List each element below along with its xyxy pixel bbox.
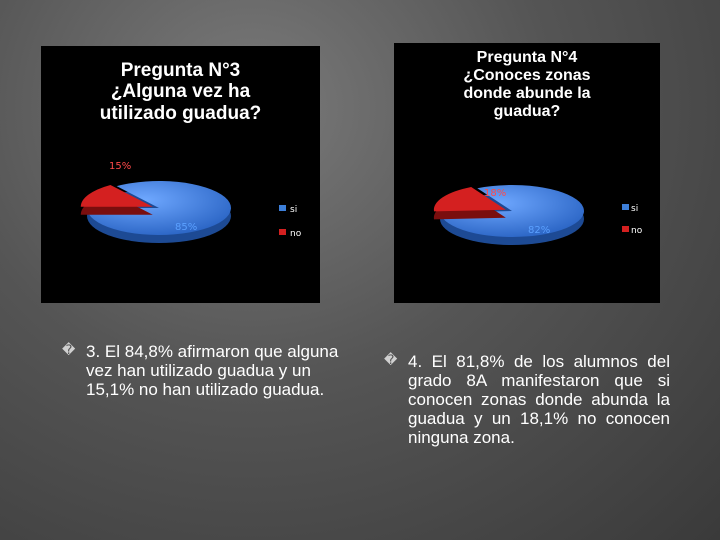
legend-swatch-no	[622, 226, 629, 232]
pie-chart: 15% 85% si no	[80, 161, 302, 243]
legend-swatch-si	[622, 204, 629, 210]
caption-pregunta-4: 4. El 81,8% de los alumnos del grado 8A …	[408, 352, 670, 448]
chart-title-line: ¿Conoces zonas	[463, 66, 591, 84]
legend-entry-no: no	[290, 229, 302, 239]
chart-panel-pregunta-4: Pregunta N°4 ¿Conoces zonas donde abunde…	[394, 43, 660, 303]
pie-slice-si	[440, 185, 584, 238]
legend-entry-no: no	[631, 226, 643, 236]
legend-swatch-no	[279, 229, 286, 235]
data-label-si: 85%	[175, 222, 197, 233]
pie-chart: 18% 82% si no	[433, 185, 643, 245]
pie-slice-no	[80, 184, 153, 207]
legend-swatch-si	[279, 205, 286, 211]
legend-entry-si: si	[290, 205, 297, 215]
legend-entry-si: si	[631, 204, 638, 214]
chart-title-line: donde abunde la	[463, 84, 591, 102]
pie-slice-si	[87, 181, 231, 236]
chart-title-line: Pregunta N°4	[476, 49, 578, 66]
chart-title-line: utilizado guadua?	[99, 102, 262, 124]
data-label-si: 82%	[528, 225, 550, 236]
chart-title-line: Pregunta N°3	[120, 60, 241, 81]
bullet-icon: �	[62, 343, 76, 358]
chart-panel-pregunta-3: Pregunta N°3 ¿Alguna vez ha utilizado gu…	[41, 46, 320, 303]
bullet-icon: �	[384, 353, 398, 368]
chart-title-line: guadua?	[493, 102, 561, 120]
data-label-no: 18%	[484, 188, 506, 199]
caption-pregunta-3: 3. El 84,8% afirmaron que alguna vez han…	[86, 342, 339, 400]
data-label-no: 15%	[109, 161, 131, 172]
chart-title: Pregunta N°3 ¿Alguna vez ha utilizado gu…	[41, 60, 320, 124]
chart-title: Pregunta N°4 ¿Conoces zonas donde abunde…	[394, 49, 660, 121]
pie-slice-no	[433, 186, 506, 212]
chart-title-line: ¿Alguna vez ha	[110, 81, 251, 103]
